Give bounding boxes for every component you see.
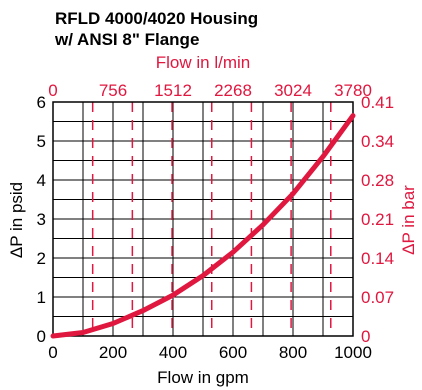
chart-title-line-2: w/ ANSI 8" Flange xyxy=(55,30,200,49)
right-tick-labels: 0 0.07 0.14 0.21 0.28 0.34 0.41 xyxy=(361,93,394,346)
grid-lines xyxy=(52,101,354,337)
right-axis-label: ΔP in bar xyxy=(399,185,418,255)
right-tick-label: 0 xyxy=(361,327,370,346)
top-tick-label: 756 xyxy=(99,81,127,100)
top-axis-label: Flow in l/min xyxy=(156,53,250,72)
right-tick-label: 0.28 xyxy=(361,171,394,190)
x-tick-label: 600 xyxy=(219,343,247,362)
y-tick-label: 6 xyxy=(37,93,46,112)
top-tick-label: 1512 xyxy=(154,81,192,100)
y-tick-label: 2 xyxy=(37,249,46,268)
chart-title: RFLD 4000/4020 Housing w/ ANSI 8" Flange xyxy=(55,8,258,50)
top-tick-label: 0 xyxy=(48,81,57,100)
y-tick-label: 5 xyxy=(37,132,46,151)
y-tick-label: 4 xyxy=(37,171,46,190)
y-tick-label: 0 xyxy=(37,327,46,346)
x-tick-label: 1000 xyxy=(334,343,372,362)
top-tick-label: 3780 xyxy=(334,81,372,100)
chart-title-line-1: RFLD 4000/4020 Housing xyxy=(55,9,259,28)
right-tick-label: 0.21 xyxy=(361,210,394,229)
x-axis-label: Flow in gpm xyxy=(157,368,249,387)
x-tick-label: 800 xyxy=(279,343,307,362)
right-tick-label: 0.34 xyxy=(361,132,394,151)
right-tick-label: 0.14 xyxy=(361,249,394,268)
x-tick-labels: 0 200 400 600 800 1000 xyxy=(48,343,372,362)
right-tick-label: 0.07 xyxy=(361,288,394,307)
y-axis-label: ΔP in psid xyxy=(7,182,26,258)
x-tick-label: 200 xyxy=(99,343,127,362)
series-group xyxy=(50,113,356,339)
right-tick-label: 0.41 xyxy=(361,93,394,112)
top-tick-labels: 0 756 1512 2268 3024 3780 xyxy=(48,81,372,100)
top-tick-label: 3024 xyxy=(274,81,312,100)
x-tick-label: 400 xyxy=(159,343,187,362)
top-tick-label: 2268 xyxy=(214,81,252,100)
top-axis-grid-lines xyxy=(91,102,332,336)
y-tick-label: 3 xyxy=(37,210,46,229)
x-tick-label: 0 xyxy=(48,343,57,362)
y-tick-labels: 0 1 2 3 4 5 6 xyxy=(37,93,46,346)
plot-frame xyxy=(52,101,354,337)
y-tick-label: 1 xyxy=(37,288,46,307)
pressure-drop-curve xyxy=(50,113,356,339)
